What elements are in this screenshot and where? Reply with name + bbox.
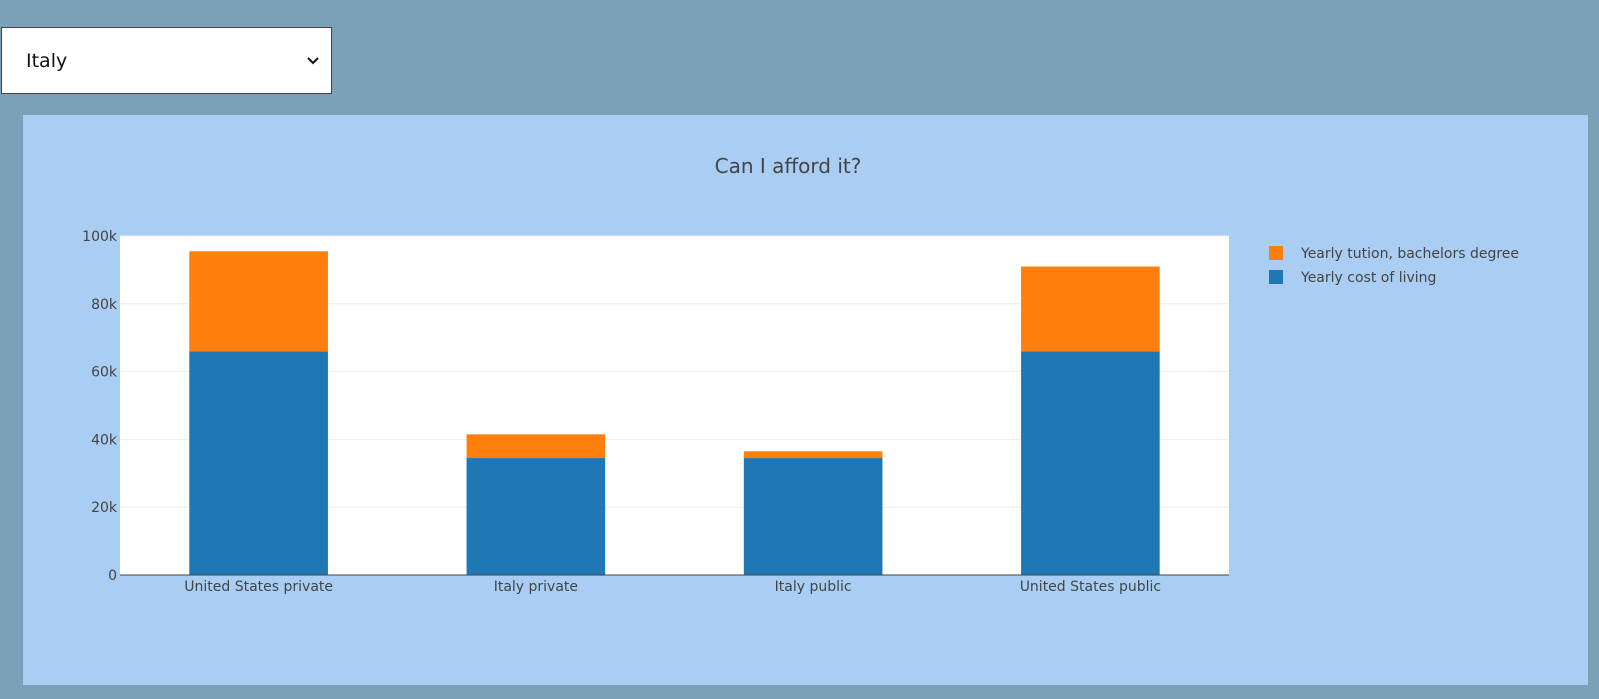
y-tick-label: 100k	[82, 229, 118, 245]
y-tick-label: 60k	[91, 365, 118, 381]
legend-swatch	[1269, 246, 1283, 260]
x-tick-label: United States private	[184, 579, 333, 595]
bars	[189, 251, 1160, 575]
x-tick-label: Italy public	[775, 579, 852, 595]
y-tick-label: 80k	[91, 297, 118, 313]
x-tick-label: United States public	[1020, 579, 1161, 595]
bar-segment[interactable]	[1021, 351, 1160, 575]
country-dropdown-value: Italy	[26, 49, 68, 72]
chart-title: Can I afford it?	[715, 154, 862, 178]
bar-segment[interactable]	[743, 458, 883, 575]
y-tick-labels: 0 20k 40k 60k 80k 100k	[82, 229, 118, 584]
y-tick-label: 40k	[91, 432, 118, 448]
bar-segment[interactable]	[189, 351, 328, 575]
legend-label: Yearly tution, bachelors degree	[1300, 246, 1519, 262]
legend-item[interactable]: Yearly tution, bachelors degree	[1269, 246, 1519, 262]
legend-swatch	[1269, 270, 1283, 284]
chevron-down-icon	[307, 56, 319, 64]
x-tick-labels: United States private Italy private Italy …	[184, 579, 1161, 595]
bar-segment[interactable]	[466, 458, 606, 575]
bar-segment[interactable]	[1021, 266, 1160, 352]
legend-label: Yearly cost of living	[1300, 270, 1436, 286]
country-dropdown[interactable]: Italy	[1, 27, 332, 94]
x-tick-label: Italy private	[494, 579, 578, 595]
y-tick-label: 20k	[91, 500, 118, 516]
bar-segment[interactable]	[743, 451, 883, 459]
y-tick-label: 0	[108, 568, 117, 584]
stacked-bar-chart: Can I afford it? 0 20k 40k 60k 80k 100k Unite…	[82, 154, 1519, 595]
chart-panel: Can I afford it? 0 20k 40k 60k 80k 100k Unite…	[23, 115, 1588, 685]
bar-segment[interactable]	[189, 251, 328, 352]
bar-segment[interactable]	[466, 434, 606, 459]
legend-item[interactable]: Yearly cost of living	[1269, 270, 1436, 286]
legend[interactable]: Yearly tution, bachelors degree Yearly co…	[1269, 246, 1519, 286]
